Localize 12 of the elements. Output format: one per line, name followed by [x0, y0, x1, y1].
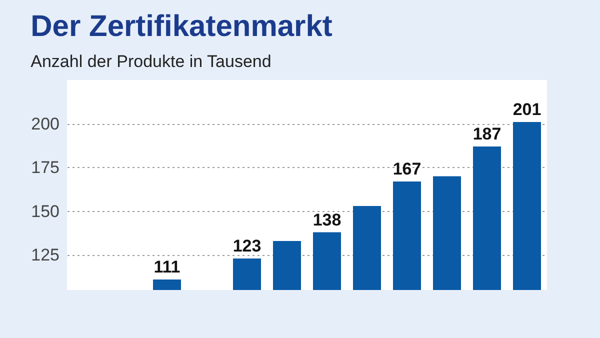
data-label: 123	[232, 236, 262, 256]
data-label: 167	[392, 160, 422, 178]
chart-title: Der Zertifikatenmarkt	[30, 10, 332, 43]
chart-subtitle: Anzahl der Produkte in Tausend	[30, 52, 272, 71]
y-tick-label: 150	[31, 202, 60, 221]
y-tick-label: 200	[31, 114, 60, 134]
data-label: 138	[312, 210, 342, 230]
y-tick-label: 175	[31, 158, 60, 177]
data-label: 201	[512, 100, 542, 119]
data-label: 111	[154, 258, 180, 276]
y-tick-label: 125	[31, 246, 60, 264]
data-label: 187	[472, 124, 502, 144]
